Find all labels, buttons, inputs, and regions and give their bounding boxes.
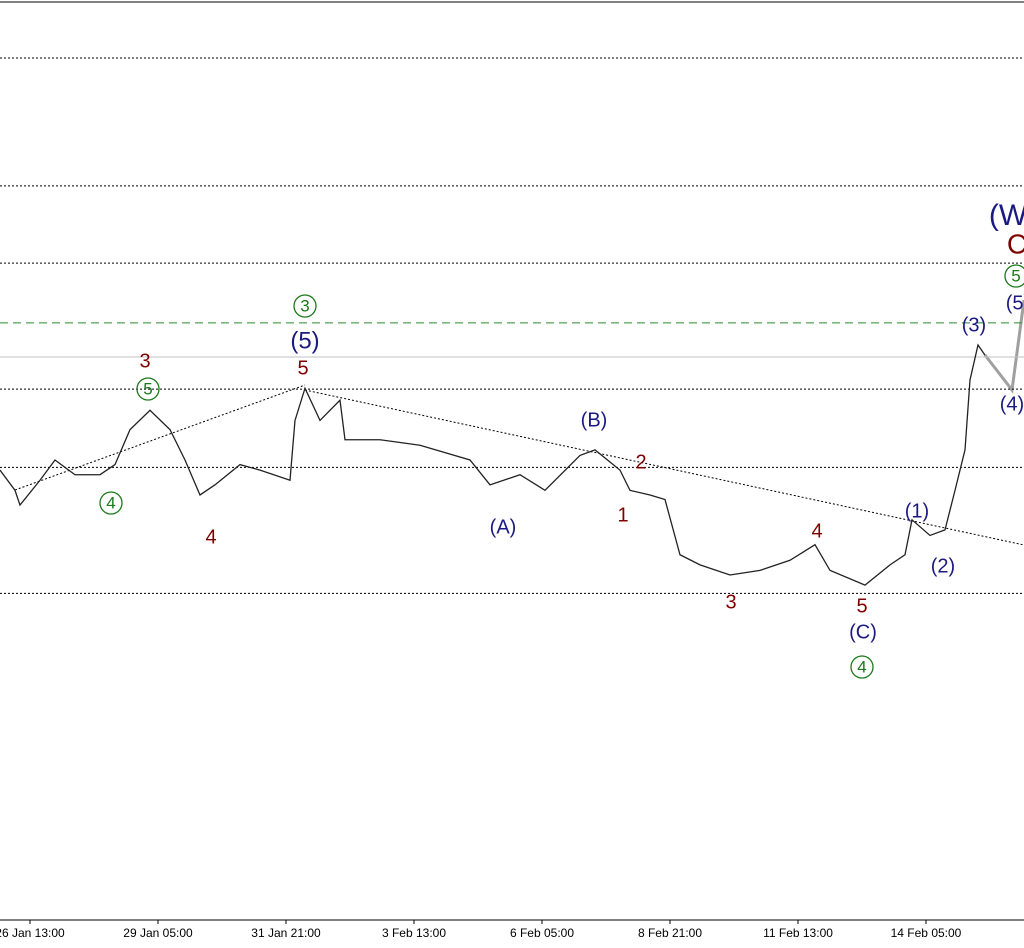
- wave-circle: [99, 491, 123, 515]
- wave-label: (4): [1000, 393, 1024, 415]
- wave-label: 3: [139, 350, 150, 372]
- x-tick-label: 14 Feb 05:00: [891, 926, 962, 940]
- wave-label: (2): [931, 555, 955, 577]
- wave-label: 4: [811, 520, 822, 542]
- wave-label: (C): [849, 621, 877, 643]
- trend-line: [14, 384, 306, 491]
- projection: [983, 299, 1024, 394]
- wave-label: (A): [490, 516, 517, 538]
- wave-label: 4: [205, 526, 216, 548]
- trend-line: [304, 389, 1024, 546]
- x-tick-label: 3 Feb 13:00: [382, 926, 446, 940]
- wave-label: C: [1007, 228, 1024, 259]
- wave-label: 4: [106, 493, 115, 512]
- wave-label: 2: [635, 451, 646, 473]
- wave-label: 5: [856, 595, 867, 617]
- wave-label: (5): [1006, 292, 1024, 314]
- x-tick-label: 8 Feb 21:00: [638, 926, 702, 940]
- wave-circle: [850, 655, 874, 679]
- wave-circle: [1004, 264, 1024, 288]
- wave-label: 1: [617, 504, 628, 526]
- x-tick-label: 26 Jan 13:00: [0, 926, 65, 940]
- wave-label: 3: [300, 296, 309, 315]
- x-tick-label: 29 Jan 05:00: [123, 926, 193, 940]
- wave-circle: [136, 377, 160, 401]
- wave-label: 4: [857, 657, 866, 676]
- wave-label: 5: [143, 379, 152, 398]
- price-line: [0, 343, 986, 586]
- x-tick-label: 6 Feb 05:00: [510, 926, 574, 940]
- wave-label: 5: [297, 357, 308, 379]
- x-tick-label: 11 Feb 13:00: [763, 926, 833, 940]
- x-tick-label: 31 Jan 21:00: [251, 926, 321, 940]
- wave-label: (3): [962, 314, 986, 336]
- wave-label: (W: [989, 199, 1024, 232]
- wave-label: 3: [725, 591, 736, 613]
- wave-label: (1): [905, 500, 929, 522]
- wave-circle: [293, 294, 317, 318]
- wave-label: 5: [1011, 266, 1020, 285]
- wave-label: (5): [290, 327, 319, 354]
- wave-label: (B): [581, 409, 608, 431]
